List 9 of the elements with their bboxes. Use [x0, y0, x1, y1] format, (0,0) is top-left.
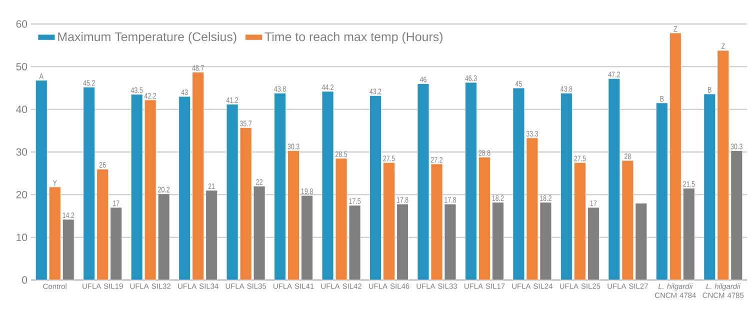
y-tick-label: 60 — [16, 20, 28, 28]
y-tick-label: 0 — [22, 276, 28, 284]
y-tick-label: 50 — [16, 62, 28, 70]
legend-label: Time to reach max temp (Hours) — [264, 32, 442, 44]
y-tick-label: 10 — [16, 234, 28, 242]
y-tick-label: 20 — [16, 190, 28, 198]
legend-label: Maximum Temperature (Celsius) — [58, 32, 236, 44]
y-tick-label: 30 — [16, 148, 28, 156]
y-tick-label: 40 — [16, 106, 28, 114]
